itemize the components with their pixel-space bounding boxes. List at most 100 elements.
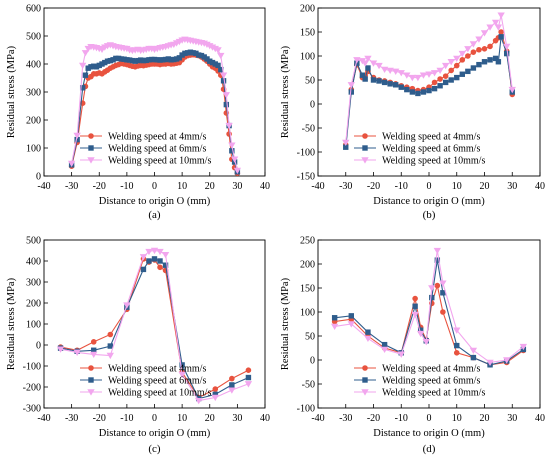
data-point xyxy=(364,55,372,62)
data-point xyxy=(408,74,417,82)
x-tick-label: -10 xyxy=(120,181,133,192)
data-point xyxy=(470,354,477,361)
data-point xyxy=(145,248,153,256)
y-tick-label: -150 xyxy=(297,172,315,183)
y-tick-label: 200 xyxy=(300,260,315,271)
data-point xyxy=(453,327,461,334)
data-point xyxy=(211,394,219,402)
data-point xyxy=(228,387,236,394)
data-point xyxy=(392,68,400,75)
x-tick-label: 40 xyxy=(535,181,545,192)
data-point xyxy=(347,321,355,328)
data-point xyxy=(223,101,230,108)
data-point xyxy=(436,67,444,74)
y-tick-label: -300 xyxy=(23,404,41,415)
legend-entry: Welding speed at 10mm/s xyxy=(382,388,485,399)
data-point xyxy=(214,47,222,54)
x-tick-label: -20 xyxy=(367,413,380,424)
x-tick-label: -40 xyxy=(37,413,50,424)
data-point xyxy=(448,77,454,83)
series-3 xyxy=(67,36,242,174)
data-point xyxy=(504,50,510,57)
data-point xyxy=(162,262,169,268)
y-tick-label: 0 xyxy=(310,356,315,367)
x-tick-label: 0 xyxy=(152,413,157,424)
data-point xyxy=(364,335,372,342)
x-tick-label: -30 xyxy=(65,181,78,192)
x-tick-label: -30 xyxy=(65,413,78,424)
data-point xyxy=(381,79,388,86)
data-point xyxy=(219,72,228,79)
data-point xyxy=(420,89,427,95)
x-tick-label: 40 xyxy=(260,413,270,424)
data-point xyxy=(230,156,239,163)
data-point xyxy=(519,343,528,351)
series-3 xyxy=(330,247,528,366)
x-tick-label: -10 xyxy=(395,413,408,424)
y-axis-label: Residual stress (MPa) xyxy=(6,277,17,370)
x-axis-label: Distance to origin O (mm) xyxy=(99,428,211,439)
y-tick-label: 150 xyxy=(300,28,315,39)
data-point xyxy=(494,24,503,31)
x-tick-label: 20 xyxy=(205,413,215,424)
data-point xyxy=(480,30,489,37)
legend-marker xyxy=(362,365,368,371)
data-point xyxy=(347,82,355,89)
data-point xyxy=(150,247,159,255)
data-point xyxy=(359,72,366,78)
x-tick-label: 30 xyxy=(507,181,517,192)
y-tick-label: 500 xyxy=(26,32,41,43)
data-point xyxy=(73,349,81,356)
data-point xyxy=(90,351,98,359)
y-tick-label: -100 xyxy=(297,404,315,415)
data-point xyxy=(393,82,399,88)
data-point xyxy=(412,303,418,309)
data-point xyxy=(82,72,89,78)
data-point xyxy=(470,65,477,71)
data-point xyxy=(56,346,65,353)
data-point xyxy=(415,90,421,97)
data-point xyxy=(417,330,425,338)
data-point xyxy=(465,68,471,75)
data-point xyxy=(380,66,389,74)
data-point xyxy=(398,84,404,90)
x-tick-label: 30 xyxy=(507,413,517,424)
data-point xyxy=(503,43,511,50)
legend-entry: Welding speed at 4mm/s xyxy=(382,364,480,375)
data-point xyxy=(361,60,369,67)
x-tick-label: 0 xyxy=(427,413,432,424)
data-point xyxy=(215,62,221,69)
data-point xyxy=(481,46,488,52)
data-point xyxy=(107,343,113,349)
series-2 xyxy=(57,256,252,402)
data-point xyxy=(387,81,393,87)
data-point xyxy=(139,254,148,261)
legend-marker xyxy=(362,377,368,383)
series-line xyxy=(345,15,513,143)
data-point xyxy=(453,350,460,356)
x-tick-label: 20 xyxy=(205,181,215,192)
x-tick-label: 10 xyxy=(177,181,187,192)
data-point xyxy=(448,67,455,74)
data-point xyxy=(244,381,253,388)
y-tick-label: -50 xyxy=(302,380,315,391)
data-point xyxy=(440,309,446,315)
data-point xyxy=(503,357,511,364)
data-point xyxy=(434,257,441,263)
data-point xyxy=(469,347,478,354)
data-point xyxy=(430,70,439,77)
y-tick-label: 0 xyxy=(36,172,41,183)
y-tick-label: 50 xyxy=(305,76,315,87)
data-point xyxy=(475,36,483,43)
data-point xyxy=(330,323,339,330)
data-point xyxy=(469,41,478,48)
data-point xyxy=(229,375,235,382)
legend-marker xyxy=(362,145,368,151)
y-tick-label: 0 xyxy=(36,341,41,352)
data-point xyxy=(492,55,499,62)
data-point xyxy=(380,346,389,354)
data-point xyxy=(431,85,438,92)
data-point xyxy=(362,76,368,82)
x-axis-label: Distance to origin O (mm) xyxy=(373,428,485,439)
